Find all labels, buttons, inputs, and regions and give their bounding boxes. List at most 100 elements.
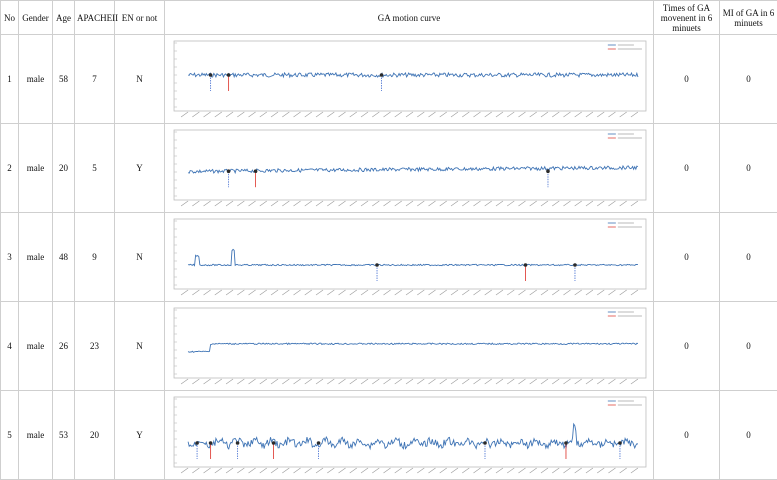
plot-frame xyxy=(174,397,646,467)
cell-mi: 0 xyxy=(720,124,777,213)
x-tick-label xyxy=(428,379,435,384)
x-tick-label xyxy=(215,112,222,117)
x-tick-label xyxy=(485,379,492,384)
x-tick-label xyxy=(608,201,615,206)
x-tick-label xyxy=(305,379,312,384)
x-tick-label xyxy=(350,468,357,473)
x-tick-label xyxy=(417,290,424,295)
x-tick-label xyxy=(237,379,244,384)
x-tick-label xyxy=(586,290,593,295)
x-tick-label xyxy=(485,201,492,206)
x-tick-label xyxy=(541,290,548,295)
x-tick-label xyxy=(541,468,548,473)
event-point xyxy=(254,169,258,173)
x-tick-label xyxy=(260,201,267,206)
x-tick-label xyxy=(282,379,289,384)
x-tick-label xyxy=(507,468,514,473)
x-tick-label xyxy=(226,290,233,295)
cell-gender: male xyxy=(19,213,53,302)
header-times: Times of GA movenent in 6 minuets xyxy=(654,1,720,35)
x-tick-label xyxy=(552,290,559,295)
x-tick-label xyxy=(575,112,582,117)
table-row: 5 male 53 20 Y 0 0 xyxy=(1,391,777,480)
x-tick-label xyxy=(462,290,469,295)
x-tick-label xyxy=(541,379,548,384)
ga-motion-chart xyxy=(168,39,650,119)
x-tick-label xyxy=(316,112,323,117)
x-tick-label xyxy=(608,290,615,295)
x-tick-label xyxy=(327,379,334,384)
x-tick-label xyxy=(440,468,447,473)
x-tick-label xyxy=(530,379,537,384)
ga-motion-chart xyxy=(168,128,650,208)
x-tick-label xyxy=(451,468,458,473)
cell-curve xyxy=(165,391,654,480)
ga-motion-chart xyxy=(168,395,650,475)
x-tick-label xyxy=(552,201,559,206)
x-tick-label xyxy=(204,379,211,384)
x-tick-label xyxy=(271,112,278,117)
x-tick-label xyxy=(530,201,537,206)
x-tick-label xyxy=(383,290,390,295)
x-tick-label xyxy=(282,112,289,117)
header-en: EN or not xyxy=(115,1,165,35)
header-row: No Gender Age APACHEII EN or not GA moti… xyxy=(1,1,777,35)
x-tick-label xyxy=(339,112,346,117)
x-tick-label xyxy=(597,290,604,295)
cell-en: N xyxy=(115,213,165,302)
header-age: Age xyxy=(53,1,75,35)
event-point xyxy=(209,73,213,77)
x-tick-label xyxy=(473,112,480,117)
x-tick-label xyxy=(428,290,435,295)
x-tick-label xyxy=(597,379,604,384)
x-tick-label xyxy=(406,290,413,295)
x-tick-label xyxy=(485,112,492,117)
x-tick-label xyxy=(496,201,503,206)
x-tick-label xyxy=(440,379,447,384)
x-tick-label xyxy=(372,201,379,206)
x-tick-label xyxy=(608,468,615,473)
x-tick-label xyxy=(237,290,244,295)
x-tick-label xyxy=(530,290,537,295)
x-tick-label xyxy=(339,290,346,295)
x-tick-label xyxy=(215,290,222,295)
x-tick-label xyxy=(361,201,368,206)
x-tick-label xyxy=(597,112,604,117)
x-tick-label xyxy=(316,379,323,384)
event-point xyxy=(375,263,379,267)
x-tick-label xyxy=(552,112,559,117)
cell-en: Y xyxy=(115,391,165,480)
x-tick-label xyxy=(361,468,368,473)
ga-motion-chart xyxy=(168,306,650,386)
x-tick-label xyxy=(563,112,570,117)
plot-frame xyxy=(174,130,646,200)
x-tick-label xyxy=(496,290,503,295)
x-tick-label xyxy=(372,379,379,384)
x-tick-label xyxy=(451,112,458,117)
x-tick-label xyxy=(462,201,469,206)
x-tick-label xyxy=(294,468,301,473)
cell-mi: 0 xyxy=(720,213,777,302)
cell-age: 58 xyxy=(53,35,75,124)
x-tick-label xyxy=(204,201,211,206)
x-tick-label xyxy=(327,290,334,295)
cell-age: 53 xyxy=(53,391,75,480)
ga-curve-line xyxy=(188,249,638,265)
x-tick-label xyxy=(428,468,435,473)
cell-apache: 9 xyxy=(75,213,115,302)
x-tick-label xyxy=(507,290,514,295)
event-point xyxy=(483,441,487,445)
x-tick-label xyxy=(383,379,390,384)
x-tick-label xyxy=(406,201,413,206)
x-tick-label xyxy=(181,112,188,117)
header-no: No xyxy=(1,1,19,35)
x-tick-label xyxy=(395,379,402,384)
x-tick-label xyxy=(496,112,503,117)
x-tick-label xyxy=(294,112,301,117)
x-tick-label xyxy=(327,468,334,473)
x-tick-label xyxy=(586,201,593,206)
x-tick-label xyxy=(372,290,379,295)
x-tick-label xyxy=(496,379,503,384)
x-tick-label xyxy=(473,468,480,473)
cell-age: 20 xyxy=(53,124,75,213)
